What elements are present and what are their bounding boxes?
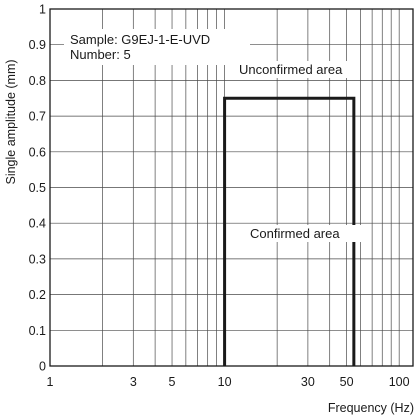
y-axis-title: Single amplitude (mm) [4,59,18,184]
y-tick-label-10: 1 [39,3,46,17]
unconfirmed-label-bg [237,61,359,78]
number-label: Number: 5 [70,47,131,62]
x-axis-title: Frequency (Hz) [328,401,414,415]
x-tick-label-5: 50 [340,375,354,389]
y-tick-label-7: 0.7 [29,110,46,124]
x-tick-label-2: 5 [169,375,176,389]
y-tick-label-6: 0.6 [29,145,46,159]
y-tick-label-9: 0.9 [29,38,46,52]
tick-labels: 0 0.1 0.2 0.3 0.4 0.5 0.6 0.7 0.8 0.9 1 1 3 5 10 30 50 10… [29,3,410,390]
confirmed-label-bg [248,225,369,242]
y-tick-label-0: 0 [39,360,46,374]
x-tick-label-3: 10 [218,375,232,389]
y-tick-label-5: 0.5 [29,181,46,195]
y-tick-label-4: 0.4 [29,217,46,231]
x-tick-label-6: 100 [389,375,410,389]
y-tick-label-2: 0.2 [29,288,46,302]
x-tick-label-1: 3 [130,375,137,389]
y-tick-label-8: 0.8 [29,74,46,88]
x-tick-label-4: 30 [301,375,315,389]
confirmed-area-label: Confirmed area [250,226,340,241]
y-tick-label-1: 0.1 [29,324,46,338]
annotations: Sample: G9EJ-1-E-UVD Number: 5 Unconfirm… [64,29,369,242]
unconfirmed-area-label: Unconfirmed area [239,62,343,77]
y-tick-label-3: 0.3 [29,252,46,266]
sample-label-bg [64,29,250,65]
x-tick-label-0: 1 [47,375,54,389]
plot-frame [49,8,414,367]
sample-label: Sample: G9EJ-1-E-UVD [70,32,210,47]
